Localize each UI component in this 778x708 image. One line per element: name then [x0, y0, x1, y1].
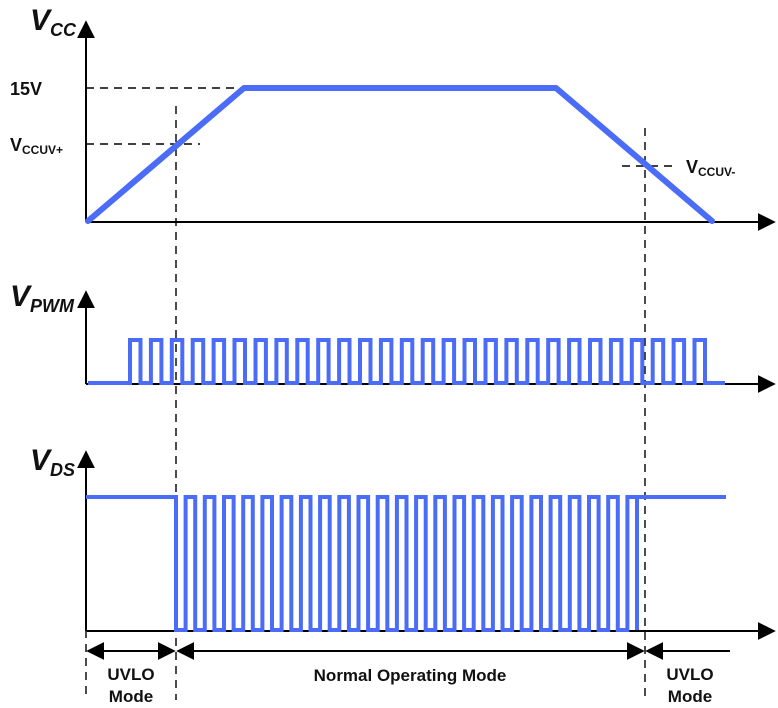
vpwm-waveform-section: VPWM [10, 280, 776, 393]
vds-waveform-section: VDS [30, 444, 776, 640]
vcc-waveform-section: VCC 15V VCCUV+ VCCUV- [10, 4, 776, 231]
mode-annotations: UVLO Mode Normal Operating Mode UVLO Mod… [86, 642, 730, 706]
uvlo-left-mode-label-line1: UVLO [107, 665, 154, 684]
level-15v-label: 15V [10, 79, 42, 99]
vpwm-waveform [88, 338, 725, 385]
vcc-axis-title: VCC [30, 4, 77, 40]
uvlo-left-mode-label-line2: Mode [109, 687, 153, 706]
level-vccuv-minus-label: VCCUV- [686, 157, 735, 179]
level-vccuv-plus-label: VCCUV+ [10, 135, 63, 157]
vds-axis-title: VDS [30, 444, 75, 480]
uvlo-right-mode-label-line1: UVLO [666, 665, 713, 684]
vcc-waveform [85, 85, 715, 224]
uvlo-right-mode-label-line2: Mode [668, 687, 712, 706]
normal-mode-label: Normal Operating Mode [314, 666, 507, 685]
vds-waveform [86, 495, 726, 632]
vpwm-axis-title: VPWM [10, 280, 75, 316]
